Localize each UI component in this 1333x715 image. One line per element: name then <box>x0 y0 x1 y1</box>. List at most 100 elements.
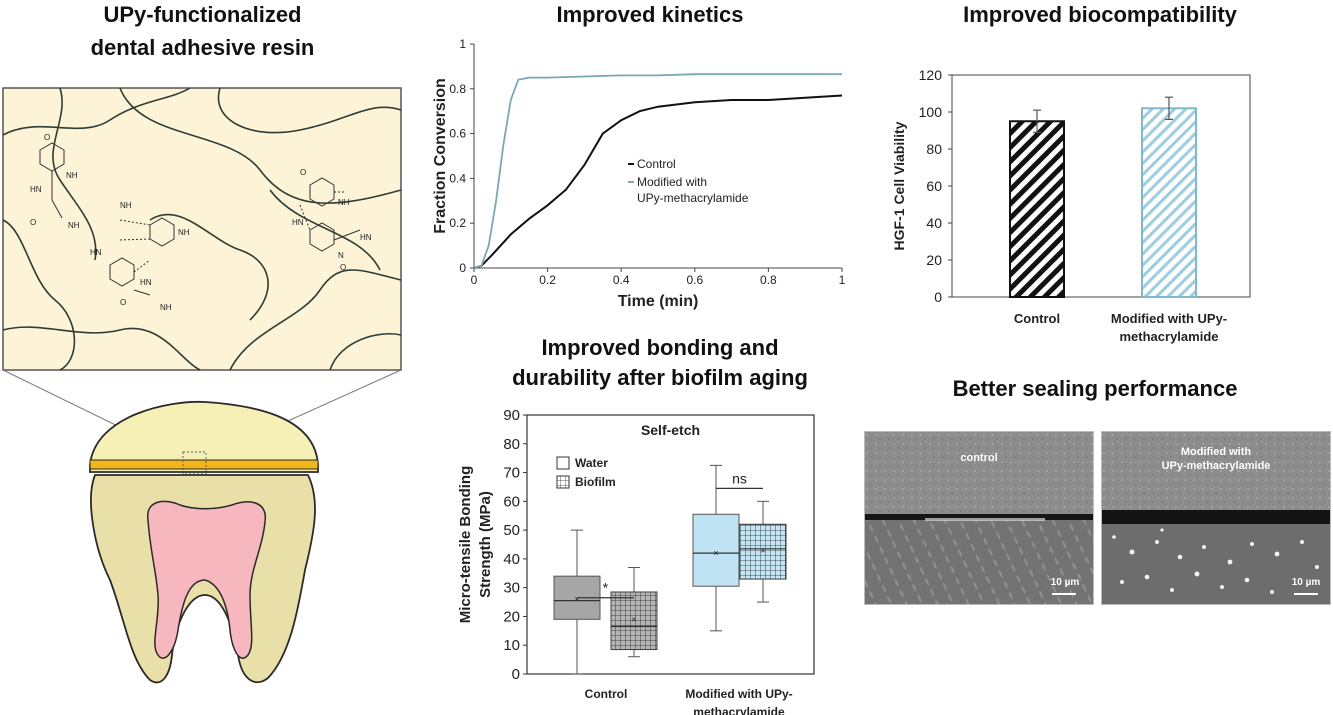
kinetics-x-tick-label: 1 <box>839 273 846 287</box>
svg-text:HN: HN <box>292 218 304 227</box>
micrograph-modified-label-line2: UPy-methacrylamide <box>1161 460 1271 472</box>
biocompat-y-tick-label: 100 <box>919 104 943 120</box>
bonding-box-modified-biofilm-mean-marker: × <box>760 545 765 555</box>
bonding-y-tick-label: 90 <box>503 407 520 424</box>
kinetics-y-tick-label: 0.6 <box>449 127 466 141</box>
svg-text:O: O <box>44 133 50 142</box>
micrograph-control-label: control <box>960 452 998 464</box>
svg-text:NH: NH <box>338 198 350 207</box>
biocompat-y-axis-label: HGF-1 Cell Viability <box>891 121 907 250</box>
adhesive-title-line2: dental adhesive resin <box>90 35 315 60</box>
kinetics-x-tick-label: 0 <box>471 273 478 287</box>
bonding-chart-title: Self-etch <box>641 422 700 438</box>
biocompat-y-tick-label: 20 <box>926 252 942 268</box>
bonding-box-control-biofilm-mean-marker: × <box>631 614 636 624</box>
svg-text:NH: NH <box>120 201 132 210</box>
kinetics-legend-modified-line2: UPy-methacrylamide <box>637 191 749 205</box>
bonding-y-axis-label-line2: Strength (MPa) <box>477 491 494 598</box>
kinetics-x-tick-label: 0.4 <box>613 273 630 287</box>
biocompat-title: Improved biocompatibility <box>963 2 1237 27</box>
bonding-box-modified-biofilm-hatch <box>739 523 787 580</box>
adhesive-illustration: O NH HN O NH NH NH HN HN O NH O NH HN N HN O <box>2 87 402 684</box>
biocompat-chart: 0 20 40 60 80 100 120 HGF-1 Cell Viability Contr… <box>891 67 1251 344</box>
bonding-y-tick-label: 80 <box>503 436 520 453</box>
kinetics-chart: 0 0.2 0.4 0.6 0.8 1 0 0.2 0.4 0.6 0.8 1 Time (min) Fr… <box>432 37 846 310</box>
bonding-legend-swatch-biofilm <box>556 475 570 489</box>
bonding-legend-water: Water <box>575 456 608 470</box>
micrograph-control: control 10 µm <box>864 431 1094 605</box>
svg-text:NH: NH <box>66 171 78 180</box>
svg-text:NH: NH <box>68 221 80 230</box>
kinetics-title: Improved kinetics <box>556 2 744 27</box>
kinetics-x-tick-label: 0.6 <box>686 273 703 287</box>
kinetics-y-tick-label: 0.4 <box>449 171 466 185</box>
adhesive-title-line1: UPy-functionalized <box>103 2 302 27</box>
micrograph-modified: Modified with UPy-methacrylamide 10 µm <box>1101 431 1331 605</box>
biocompat-bar-control <box>1009 120 1065 298</box>
svg-text:HN: HN <box>140 278 152 287</box>
svg-text:HN: HN <box>360 233 372 242</box>
bonding-plot-frame <box>526 414 815 675</box>
kinetics-x-axis-label: Time (min) <box>618 293 699 310</box>
bonding-y-tick-label: 0 <box>512 666 520 683</box>
bonding-y-tick-label: 70 <box>503 465 520 482</box>
svg-text:O: O <box>300 168 306 177</box>
bonding-title-line2: durability after biofilm aging <box>512 365 808 390</box>
bonding-y-tick-label: 40 <box>503 551 520 568</box>
svg-text:O: O <box>30 218 36 227</box>
bonding-category-label: Modified with UPy- <box>685 687 792 701</box>
kinetics-y-tick-label: 0 <box>459 261 466 275</box>
bonding-title-line1: Improved bonding and <box>541 335 779 360</box>
svg-text:O: O <box>340 263 346 272</box>
biocompat-category-label: Control <box>1014 311 1060 326</box>
kinetics-y-tick-label: 1 <box>459 37 466 51</box>
micrograph-control-scale: 10 µm <box>1050 577 1080 588</box>
kinetics-series-line-control <box>473 94 843 269</box>
kinetics-y-tick-label: 0.2 <box>449 216 466 230</box>
svg-text:N: N <box>338 251 344 260</box>
kinetics-x-tick-label: 0.2 <box>539 273 556 287</box>
micrograph-modified-scale: 10 µm <box>1291 577 1321 588</box>
bonding-category-label: methacrylamide <box>693 705 785 715</box>
micrograph-control-image <box>865 432 1093 604</box>
bonding-box-control-biofilm-hatch <box>610 591 658 651</box>
biocompat-y-tick-label: 80 <box>926 141 942 157</box>
bonding-y-tick-label: 20 <box>503 608 520 625</box>
bonding-significance-label: * <box>603 580 609 596</box>
biocompat-category-label: Modified with UPy- <box>1111 311 1227 326</box>
biocompat-y-tick-label: 0 <box>934 289 942 305</box>
bonding-category-label: Control <box>585 687 628 701</box>
biocompat-y-tick-label: 40 <box>926 215 942 231</box>
svg-text:NH: NH <box>160 303 172 312</box>
kinetics-y-tick-label: 0.8 <box>449 82 466 96</box>
sealing-title: Better sealing performance <box>952 376 1238 401</box>
micrograph-modified-label-line1: Modified with <box>1180 446 1252 458</box>
bonding-y-tick-label: 50 <box>503 522 520 539</box>
kinetics-x-tick-label: 0.8 <box>760 273 777 287</box>
biocompat-y-tick-label: 120 <box>919 67 943 83</box>
bonding-y-tick-label: 10 <box>503 637 520 654</box>
bonding-y-tick-label: 60 <box>503 493 520 510</box>
biocompat-y-tick-label: 60 <box>926 178 942 194</box>
bonding-legend-swatch-water <box>556 456 570 470</box>
micrograph-modified-image <box>1102 432 1330 604</box>
svg-text:O: O <box>120 298 126 307</box>
bonding-box-modified-water <box>692 513 740 587</box>
biocompat-plot-frame <box>951 74 1251 298</box>
bonding-chart: 0 10 20 30 40 50 60 70 80 90 Micro-tensile Bonding… <box>457 407 815 715</box>
kinetics-legend-modified-line1: Modified with <box>637 175 707 189</box>
svg-text:HN: HN <box>90 248 102 257</box>
svg-text:NH: NH <box>178 228 190 237</box>
kinetics-legend-control: Control <box>637 157 676 171</box>
bonding-box-modified-water-mean-marker: × <box>713 548 718 558</box>
bonding-box-control-water-mean-marker: × <box>574 594 579 604</box>
kinetics-series-line-modified <box>473 73 842 269</box>
bonding-significance-label: ns <box>732 470 747 486</box>
bonding-y-tick-label: 30 <box>503 580 520 597</box>
biocompat-category-label: methacrylamide <box>1120 329 1219 344</box>
bonding-legend-biofilm: Biofilm <box>575 475 616 489</box>
bonding-y-axis-label-line1: Micro-tensile Bonding <box>457 466 474 624</box>
biocompat-bar-modified <box>1141 107 1197 298</box>
svg-text:HN: HN <box>30 185 42 194</box>
kinetics-y-axis-label: Fraction Conversion <box>432 78 449 234</box>
